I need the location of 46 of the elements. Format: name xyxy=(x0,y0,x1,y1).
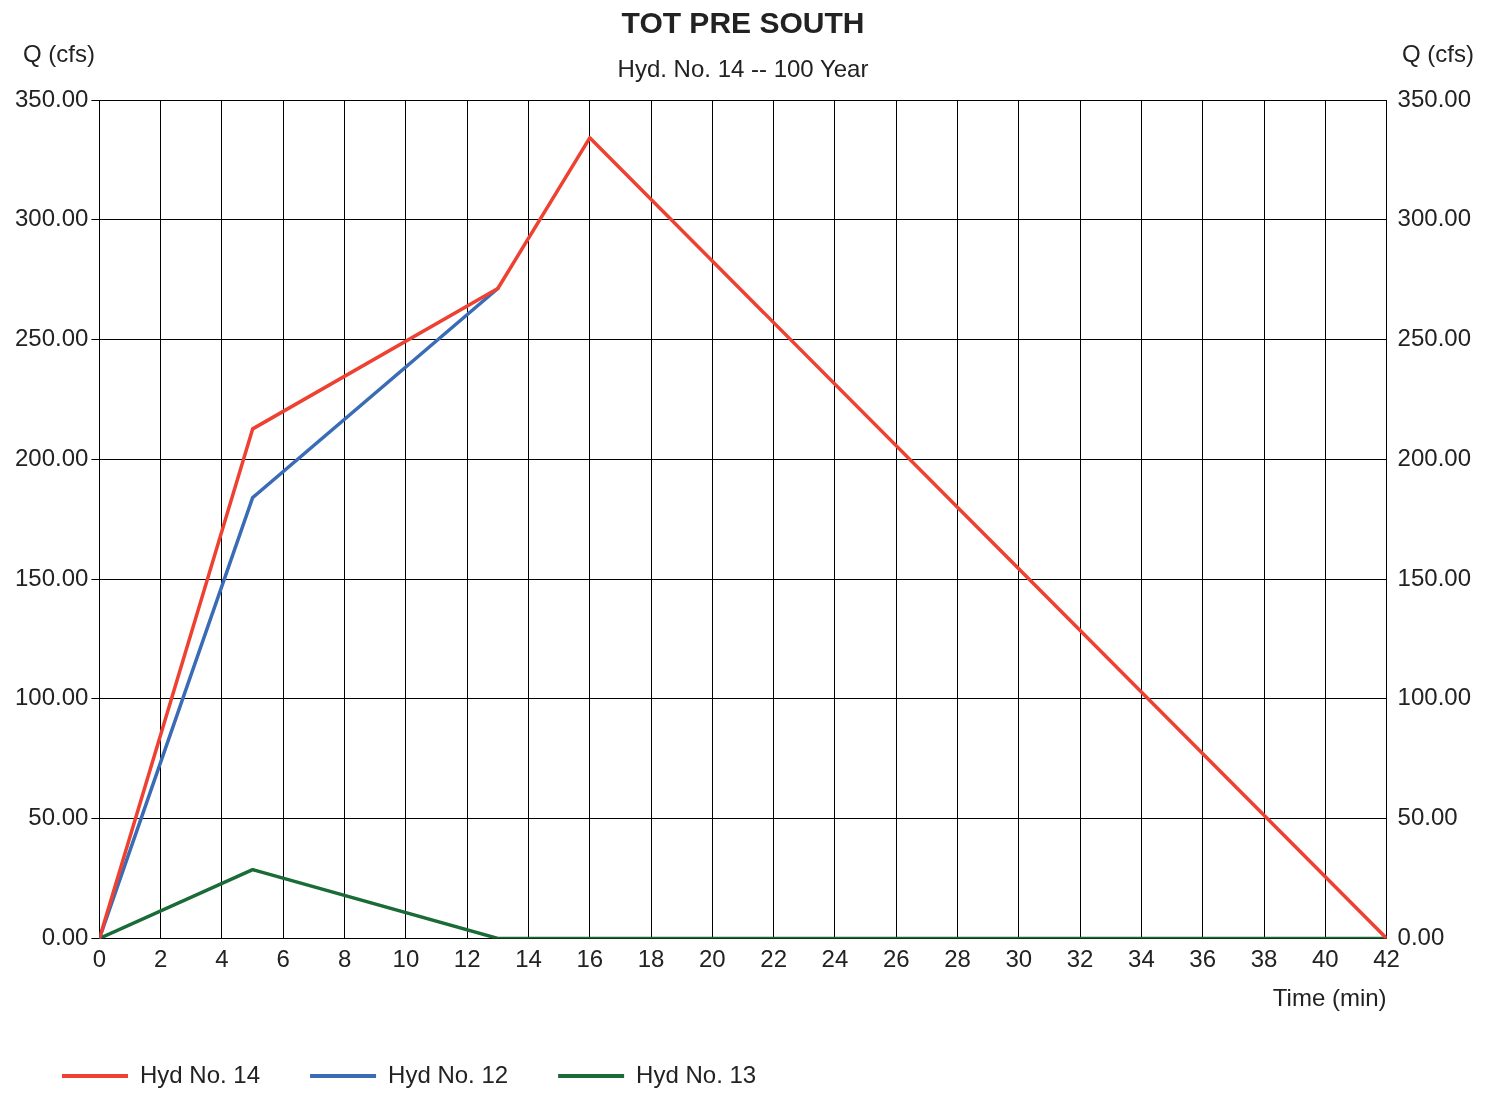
x-tick-label: 22 xyxy=(760,945,787,973)
y2-axis-title: Q (cfs) xyxy=(1402,39,1474,67)
chart-subtitle: Hyd. No. 14 -- 100 Year xyxy=(617,54,869,82)
x-tick-label: 24 xyxy=(821,945,849,973)
x-axis-title: Time (min) xyxy=(1272,984,1387,1012)
y-tick-label: 250.00 xyxy=(15,324,89,352)
x-tick-label: 6 xyxy=(276,945,290,973)
y-axis-title: Q (cfs) xyxy=(23,39,95,67)
x-tick-label: 38 xyxy=(1250,945,1278,973)
y2-tick-label: 250.00 xyxy=(1397,324,1471,352)
x-tick-label: 30 xyxy=(1005,945,1033,973)
x-tick-label: 20 xyxy=(699,945,726,973)
y-tick-label: 350.00 xyxy=(15,84,89,112)
y2-tick-label: 200.00 xyxy=(1397,443,1471,471)
legend-label: Hyd No. 12 xyxy=(388,1060,509,1088)
x-tick-label: 4 xyxy=(215,945,229,973)
legend-label: Hyd No. 13 xyxy=(636,1060,757,1088)
y-tick-label: 50.00 xyxy=(28,803,89,831)
x-tick-label: 42 xyxy=(1373,945,1400,973)
chart-title: TOT PRE SOUTH xyxy=(621,6,865,40)
y2-tick-label: 100.00 xyxy=(1397,683,1471,711)
x-tick-label: 0 xyxy=(92,945,107,973)
y-tick-label: 0.00 xyxy=(41,923,89,951)
x-tick-label: 10 xyxy=(392,945,420,973)
x-tick-label: 32 xyxy=(1066,945,1094,973)
x-tick-label: 40 xyxy=(1311,945,1339,973)
y-tick-label: 300.00 xyxy=(15,204,89,232)
y-tick-label: 200.00 xyxy=(15,443,89,471)
x-tick-label: 16 xyxy=(576,945,604,973)
y-tick-label: 100.00 xyxy=(15,683,89,711)
y2-tick-label: 0.00 xyxy=(1397,923,1445,951)
x-tick-label: 18 xyxy=(637,945,665,973)
y2-tick-label: 150.00 xyxy=(1397,563,1471,591)
y2-tick-label: 350.00 xyxy=(1397,84,1471,112)
x-tick-label: 36 xyxy=(1189,945,1217,973)
x-tick-label: 12 xyxy=(453,945,481,973)
x-tick-label: 26 xyxy=(882,945,910,973)
legend-label: Hyd No. 14 xyxy=(140,1060,261,1088)
x-tick-label: 2 xyxy=(154,945,168,973)
x-tick-label: 28 xyxy=(944,945,971,973)
y2-tick-label: 50.00 xyxy=(1397,803,1458,831)
y-tick-label: 150.00 xyxy=(15,563,89,591)
y2-tick-label: 300.00 xyxy=(1397,204,1471,232)
x-tick-label: 14 xyxy=(515,945,542,973)
x-tick-label: 34 xyxy=(1128,945,1155,973)
x-tick-label: 8 xyxy=(337,945,352,973)
